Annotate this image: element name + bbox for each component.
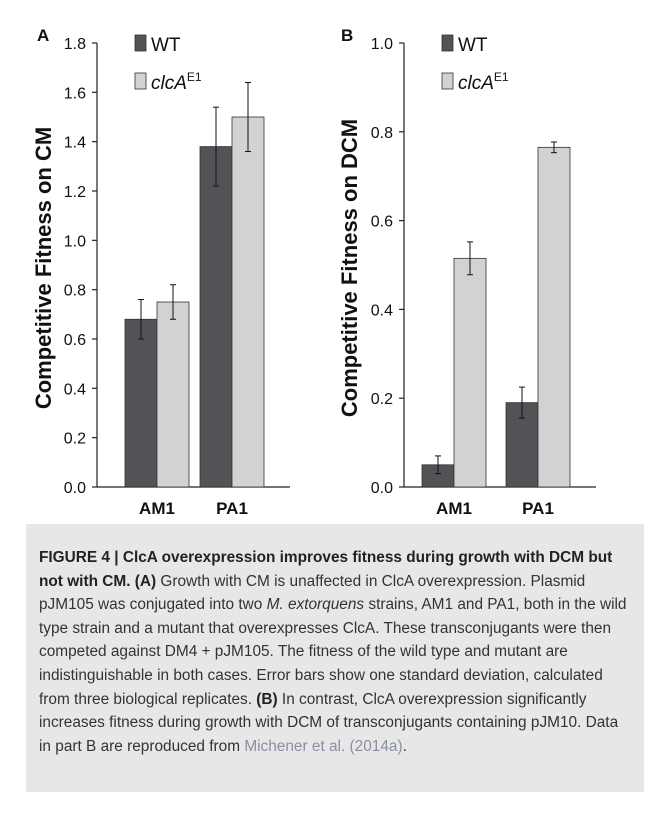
caption-part-b-marker: (B) <box>256 690 278 708</box>
caption-reference-link[interactable]: Michener et al. (2014a) <box>244 737 403 755</box>
y-tick-label: 0.4 <box>64 381 86 398</box>
y-tick-label: 0.8 <box>371 125 393 142</box>
legend-swatch-clca <box>441 72 454 90</box>
legend-superscript: E1 <box>494 70 509 84</box>
panel-label: A <box>37 26 49 45</box>
y-tick-label: 0.6 <box>64 332 86 349</box>
y-tick-label: 0.0 <box>371 480 393 497</box>
x-tick-label: AM1 <box>139 499 175 518</box>
legend-name: WT <box>458 35 488 56</box>
y-tick-label: 0.2 <box>371 391 393 408</box>
y-tick-label: 1.6 <box>64 85 86 102</box>
panel-a: A 0.0 0.2 0.4 0.6 0.8 1.0 1.2 1.4 1.6 1.8 Competiti… <box>31 26 290 518</box>
caption-species: M. extorquens <box>266 596 365 614</box>
y-tick-label: 1.0 <box>64 233 86 250</box>
caption-part-a-text-2: strains, AM1 and PA1, both in the wild t… <box>39 596 627 708</box>
caption-part-b-text: In contrast, ClcA overexpression signifi… <box>39 690 619 755</box>
y-tick-label: 1.4 <box>64 135 86 152</box>
y-tick-label: 0.6 <box>371 214 393 231</box>
legend-swatch-wt <box>134 34 147 52</box>
bar-clca-am1 <box>453 257 487 488</box>
caption-part-a-text-1: Growth with CM is unaffected in ClcA ove… <box>39 572 586 614</box>
caption-text: FIGURE 4 | ClcA overexpression improves … <box>39 546 632 758</box>
caption-label: FIGURE 4 | ClcA overexpression improves … <box>39 549 613 590</box>
caption-part-a-marker: (A) <box>134 572 157 590</box>
y-axis-title: Competitive Fitness on DCM <box>337 119 362 417</box>
legend-swatch-clca <box>134 72 147 90</box>
figure-caption: FIGURE 4 | ClcA overexpression improves … <box>26 524 644 792</box>
legend-name: WT <box>151 35 181 56</box>
legend-label-clca: clcAE1 <box>151 70 202 94</box>
bar-clca-pa1 <box>537 146 571 488</box>
bar-clca-am1 <box>156 301 190 488</box>
y-tick-label: 1.8 <box>64 36 86 53</box>
legend-label-clca: clcAE1 <box>458 70 509 94</box>
x-tick-label: AM1 <box>436 499 472 518</box>
legend-label-wt: WT <box>151 35 181 56</box>
panel-b: B 0.0 0.2 0.4 0.6 0.8 1.0 Competitive Fitness o… <box>337 26 596 518</box>
x-tick-label: PA1 <box>522 499 554 518</box>
legend-name: clcA <box>151 73 187 94</box>
caption-end: . <box>402 737 407 755</box>
bar-wt-am1 <box>124 318 158 488</box>
y-axis-title: Competitive Fitness on CM <box>31 127 56 409</box>
y-tick-label: 1.2 <box>64 184 86 201</box>
bar-wt-pa1 <box>199 146 233 488</box>
panel-label: B <box>341 26 353 45</box>
y-tick-label: 0.0 <box>64 480 86 497</box>
bar-clca-pa1 <box>231 116 265 488</box>
legend-label-wt: WT <box>458 35 488 56</box>
y-tick-label: 0.8 <box>64 283 86 300</box>
x-tick-label: PA1 <box>216 499 248 518</box>
y-tick-label: 0.2 <box>64 431 86 448</box>
y-tick-label: 0.4 <box>371 302 393 319</box>
legend-name: clcA <box>458 73 494 94</box>
legend-swatch-wt <box>441 34 454 52</box>
legend-superscript: E1 <box>187 70 202 84</box>
y-tick-label: 1.0 <box>371 36 393 53</box>
figure-charts: A 0.0 0.2 0.4 0.6 0.8 1.0 1.2 1.4 1.6 1.8 Competiti… <box>31 26 596 518</box>
